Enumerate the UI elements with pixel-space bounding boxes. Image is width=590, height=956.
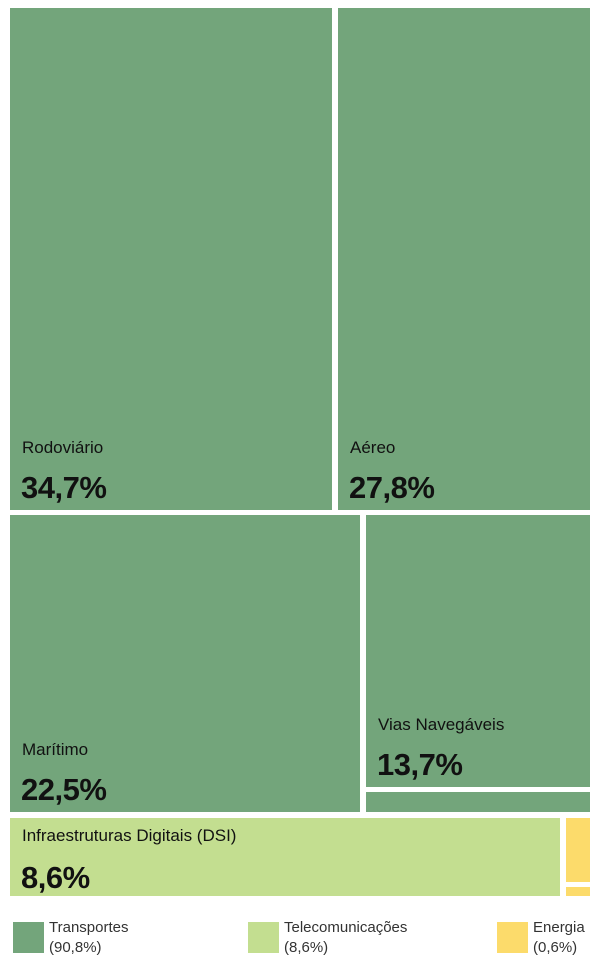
tile-label: Rodoviário (22, 438, 103, 457)
legend-share: (90,8%) (49, 939, 102, 956)
tile-value: 13,7% (377, 747, 462, 782)
tile-value: 8,6% (21, 860, 90, 895)
legend-swatch (13, 922, 44, 953)
tile-label: Aéreo (350, 438, 395, 457)
tile (566, 818, 590, 882)
legend-swatch (248, 922, 279, 953)
tile (10, 818, 560, 896)
tile-label: Infraestruturas Digitais (DSI) (22, 826, 236, 845)
tile-value: 22,5% (21, 772, 106, 807)
tile (10, 8, 332, 510)
legend-label: Telecomunicações (284, 919, 407, 936)
tile (10, 515, 360, 812)
tile-label: Vias Navegáveis (378, 715, 504, 734)
tile-value: 27,8% (349, 470, 434, 505)
tile (338, 8, 590, 510)
legend-label: Transportes (49, 919, 128, 936)
tile-label: Marítimo (22, 740, 88, 759)
tile (566, 887, 590, 896)
tile (366, 515, 590, 787)
tile (366, 792, 590, 812)
legend-share: (0,6%) (533, 939, 577, 956)
legend-label: Energia (533, 919, 585, 936)
legend-swatch (497, 922, 528, 953)
legend-share: (8,6%) (284, 939, 328, 956)
tile-value: 34,7% (21, 470, 106, 505)
